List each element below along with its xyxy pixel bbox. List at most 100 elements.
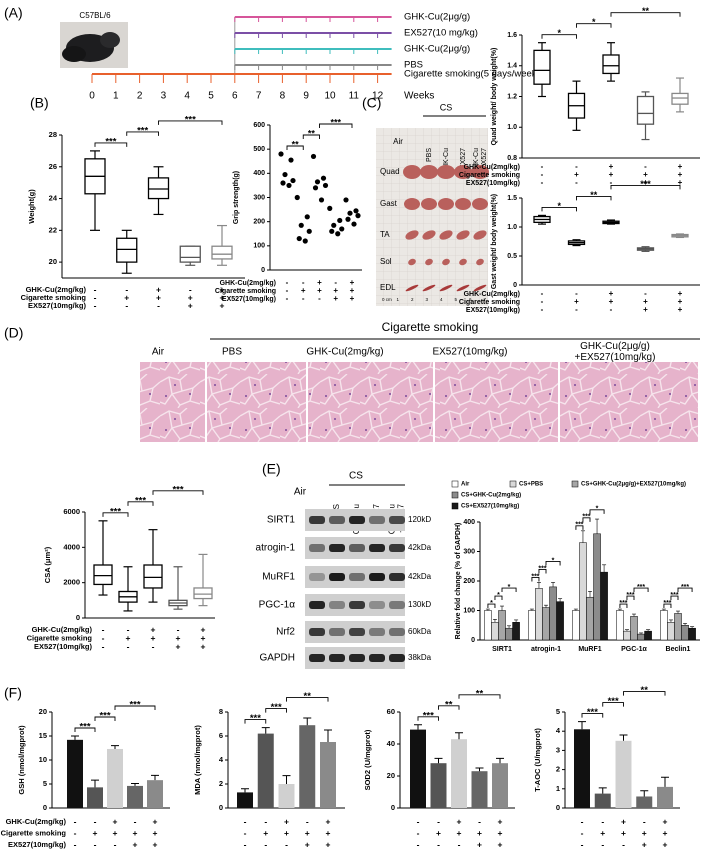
y-tick-label: 28 [49, 130, 57, 139]
error-bar [661, 608, 666, 611]
blot-band [389, 654, 405, 662]
group-label: CS [440, 102, 453, 112]
treatment-label: Cigarette smoking [21, 293, 87, 302]
y-tick-label: 60 [387, 707, 395, 716]
bar [491, 622, 499, 641]
error-bar [91, 779, 99, 788]
sig-bracket [487, 603, 496, 609]
treatment-sign: - [437, 816, 440, 826]
tissue [439, 284, 453, 292]
sig-bracket [458, 694, 501, 699]
treatment-sign: - [437, 839, 440, 849]
week-label: 0 [89, 91, 95, 102]
bar [674, 613, 682, 641]
treatment-sign: + [284, 816, 289, 826]
bar [586, 596, 594, 641]
error-bar [261, 727, 270, 734]
blot-band [309, 516, 325, 524]
treatment-sign: + [326, 828, 331, 838]
tissue [456, 284, 470, 292]
sig-bracket [494, 595, 503, 601]
error-bar [500, 605, 504, 611]
sig-label: *** [105, 136, 116, 147]
y-tick-label: 400 [253, 170, 265, 177]
treatment-sign: - [264, 816, 267, 826]
sig-label: *** [129, 700, 140, 711]
error-bar [529, 608, 534, 611]
week-label: 7 [256, 91, 262, 102]
week-label: 11 [349, 91, 360, 102]
y-tick-label: 1.5 [507, 195, 517, 202]
histology-image [560, 362, 698, 442]
treatment-sign: - [644, 289, 647, 298]
error-bar [485, 608, 490, 611]
blot-band [389, 516, 405, 524]
bar [451, 739, 467, 808]
tissue-row-label: TA [380, 230, 390, 239]
tissue [442, 258, 450, 266]
error-bar [640, 790, 649, 797]
treatment-sign: - [478, 816, 481, 826]
week-label: 5 [208, 91, 214, 102]
y-tick-label: 6 [219, 731, 223, 740]
sig-label: *** [330, 117, 341, 127]
treatment-sign: + [156, 292, 161, 302]
treatment-sign: + [133, 828, 138, 838]
treatment-sign: + [609, 170, 614, 179]
tissue [421, 198, 437, 210]
y-tick-label: 200 [253, 219, 265, 226]
sig-bracket [538, 569, 547, 574]
legend-swatch [571, 480, 579, 488]
tissue [403, 165, 421, 179]
blot-band [309, 544, 325, 552]
bar [636, 796, 653, 808]
panel-letter: (C) [362, 95, 381, 111]
error-bar [646, 629, 651, 632]
sig-bracket [589, 509, 605, 514]
treatment-sign: + [350, 278, 355, 287]
treatment-sign: + [643, 178, 648, 187]
sig-label: *** [575, 522, 583, 529]
treatment-sign: - [157, 300, 160, 310]
sig-bracket [602, 702, 624, 707]
treatment-sign: - [102, 633, 105, 643]
sig-label: *** [681, 584, 689, 591]
sig-label: *** [135, 495, 146, 506]
y-tick-label: 400 [463, 519, 475, 526]
ruler-label: 3 [426, 297, 429, 302]
bar [572, 610, 580, 641]
data-point [298, 222, 304, 228]
treatment-label: GHK-Cu(2mg/kg) [32, 625, 93, 634]
sig-bracket [302, 134, 320, 139]
mouse [100, 32, 120, 48]
legend-swatch [451, 502, 459, 510]
blot-band [369, 516, 385, 524]
lane-label: GHK-Cu [443, 148, 450, 175]
bar [667, 622, 675, 641]
sig-bracket [626, 595, 635, 601]
bar [528, 610, 536, 641]
blot-band [369, 573, 385, 581]
ruler-label: 0 cm [382, 297, 392, 302]
error-bar [324, 729, 332, 742]
treatment-sign: + [642, 839, 647, 849]
box [533, 49, 551, 85]
data-point [314, 179, 321, 185]
lane-label: GHK-Cu [473, 148, 480, 175]
bar [593, 533, 601, 641]
sig-bracket [610, 184, 681, 190]
treatment-sign: + [153, 839, 158, 849]
sig-label: * [490, 600, 493, 607]
sig-bracket [575, 525, 584, 530]
sig-bracket [531, 577, 540, 582]
treatment-sign: + [498, 816, 503, 826]
treatment-sign: + [663, 828, 668, 838]
y-tick-label: 5 [556, 707, 560, 716]
bar [574, 729, 590, 808]
bar [430, 763, 447, 808]
protein-size: 38kDa [408, 653, 432, 662]
treatment-sign: + [477, 828, 482, 838]
y-tick-label: 1.4 [507, 63, 517, 70]
arm-label: PBS [404, 60, 423, 71]
error-bar [131, 783, 139, 786]
